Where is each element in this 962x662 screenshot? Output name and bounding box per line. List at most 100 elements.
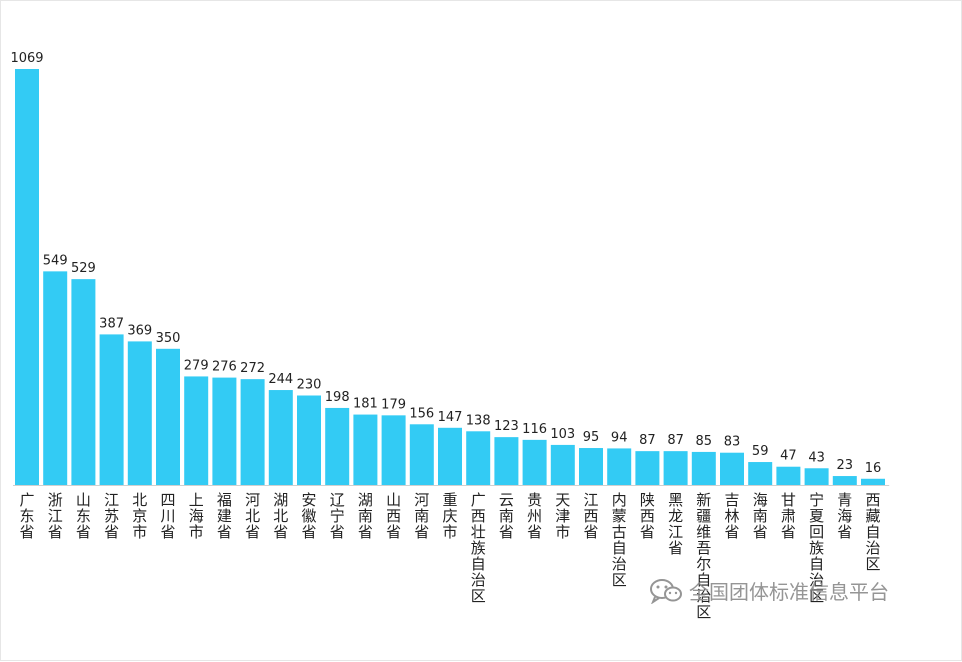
bar bbox=[99, 334, 124, 485]
value-label: 350 bbox=[156, 331, 181, 346]
bar bbox=[127, 341, 152, 485]
category-label: 安徽省 bbox=[301, 491, 316, 541]
category-label: 上海市 bbox=[189, 491, 204, 541]
bar bbox=[184, 376, 209, 485]
bar bbox=[438, 427, 462, 485]
value-label: 369 bbox=[127, 323, 152, 338]
value-label: 94 bbox=[611, 430, 628, 445]
bar bbox=[381, 415, 406, 485]
bars-layer bbox=[13, 69, 890, 486]
bar bbox=[663, 451, 688, 485]
bar bbox=[156, 348, 180, 485]
category-label: 新疆维吾尔自治区 bbox=[696, 491, 711, 621]
bar bbox=[240, 379, 265, 485]
bar bbox=[776, 466, 801, 485]
value-label: 138 bbox=[466, 413, 491, 428]
category-label: 西藏自治区 bbox=[865, 491, 880, 573]
value-label: 147 bbox=[438, 410, 463, 425]
value-label: 123 bbox=[494, 419, 519, 434]
bar bbox=[861, 478, 885, 485]
bar bbox=[494, 437, 519, 485]
value-label: 279 bbox=[184, 358, 209, 373]
value-label: 276 bbox=[212, 360, 237, 375]
bar bbox=[466, 431, 491, 485]
category-label: 山东省 bbox=[76, 491, 91, 541]
bar bbox=[212, 377, 237, 485]
value-label: 1069 bbox=[10, 51, 43, 66]
category-label: 湖南省 bbox=[358, 491, 373, 541]
category-label: 海南省 bbox=[753, 491, 768, 541]
bar bbox=[804, 468, 829, 485]
bar bbox=[635, 451, 660, 485]
bar bbox=[720, 452, 744, 485]
value-label: 272 bbox=[240, 361, 265, 376]
value-label: 103 bbox=[550, 427, 575, 442]
category-label: 江苏省 bbox=[104, 491, 119, 541]
bar bbox=[522, 439, 547, 485]
category-label: 湖北省 bbox=[273, 491, 288, 541]
category-label: 河北省 bbox=[245, 491, 260, 541]
bar bbox=[268, 390, 293, 485]
bar bbox=[71, 279, 96, 485]
category-label: 辽宁省 bbox=[330, 491, 345, 541]
category-label: 福建省 bbox=[217, 491, 232, 541]
bar bbox=[832, 476, 857, 485]
value-label: 549 bbox=[43, 253, 68, 268]
bar bbox=[607, 448, 632, 485]
category-label: 天津市 bbox=[555, 491, 570, 541]
bar bbox=[409, 424, 434, 485]
bar bbox=[15, 69, 39, 485]
category-label: 甘肃省 bbox=[781, 491, 796, 541]
category-labels-layer: 广东省浙江省山东省江苏省北京市四川省上海市福建省河北省湖北省安徽省辽宁省湖南省山… bbox=[19, 491, 880, 621]
value-label: 23 bbox=[837, 458, 854, 473]
value-label: 156 bbox=[409, 406, 434, 421]
category-label: 陕西省 bbox=[640, 491, 655, 541]
bar bbox=[748, 462, 773, 485]
bar bbox=[43, 271, 68, 485]
category-label: 宁夏回族自治区 bbox=[809, 491, 824, 605]
value-label: 230 bbox=[297, 377, 322, 392]
bar bbox=[691, 451, 716, 485]
watermark-text: 全国团体标准信息平台 bbox=[689, 580, 889, 604]
value-label: 529 bbox=[71, 261, 96, 276]
value-label: 198 bbox=[325, 390, 350, 405]
category-label: 云南省 bbox=[499, 491, 514, 541]
category-label: 浙江省 bbox=[48, 491, 63, 541]
bar bbox=[297, 395, 321, 485]
value-label: 95 bbox=[583, 430, 600, 445]
watermark: 全国团体标准信息平台 bbox=[649, 576, 889, 605]
category-label: 重庆市 bbox=[442, 491, 457, 541]
value-label: 47 bbox=[780, 449, 797, 464]
wechat-icon bbox=[650, 578, 682, 604]
bar bbox=[550, 444, 575, 485]
bar bbox=[579, 448, 603, 485]
value-label: 85 bbox=[696, 434, 713, 449]
value-label: 16 bbox=[865, 461, 882, 476]
category-label: 北京市 bbox=[132, 491, 147, 541]
value-label: 83 bbox=[724, 435, 741, 450]
value-label: 43 bbox=[808, 450, 825, 465]
category-label: 内蒙古自治区 bbox=[612, 491, 627, 589]
category-label: 广东省 bbox=[19, 491, 34, 541]
category-label: 黑龙江省 bbox=[668, 491, 683, 557]
value-label: 179 bbox=[381, 397, 406, 412]
category-label: 贵州省 bbox=[527, 491, 542, 541]
value-label: 387 bbox=[99, 316, 124, 331]
category-label: 江西省 bbox=[583, 491, 598, 541]
value-label: 244 bbox=[268, 372, 293, 387]
category-label: 山西省 bbox=[386, 491, 401, 541]
value-label: 87 bbox=[639, 433, 656, 448]
value-label: 87 bbox=[667, 433, 684, 448]
value-label: 116 bbox=[522, 422, 547, 437]
bar bbox=[353, 414, 378, 485]
value-label: 59 bbox=[752, 444, 769, 459]
value-label: 181 bbox=[353, 397, 378, 412]
category-label: 广西壮族自治区 bbox=[471, 491, 486, 605]
bar bbox=[325, 407, 350, 485]
category-label: 四川省 bbox=[160, 491, 175, 541]
category-label: 吉林省 bbox=[724, 491, 739, 541]
category-label: 青海省 bbox=[837, 491, 852, 541]
